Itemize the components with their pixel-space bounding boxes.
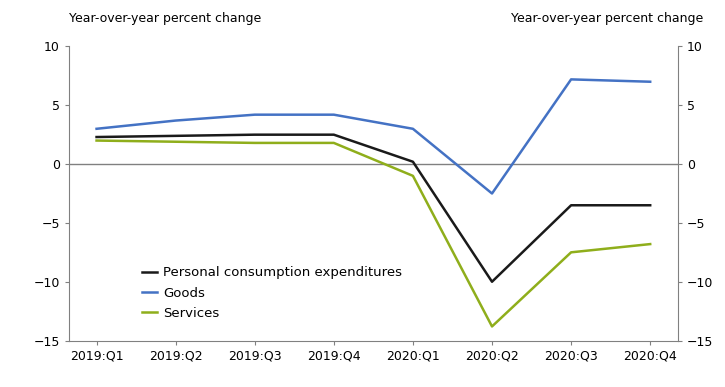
Personal consumption expenditures: [329, 132, 338, 137]
Services: [250, 140, 259, 145]
Text: Year-over-year percent change: Year-over-year percent change: [511, 12, 703, 25]
Services: [329, 140, 338, 145]
Personal consumption expenditures: [250, 132, 259, 137]
Personal consumption expenditures: [646, 203, 655, 207]
Goods: [646, 79, 655, 84]
Text: Year-over-year percent change: Year-over-year percent change: [69, 12, 261, 25]
Line: Goods: Goods: [96, 79, 650, 194]
Goods: [409, 127, 418, 131]
Services: [409, 173, 418, 178]
Services: [171, 139, 180, 144]
Goods: [250, 112, 259, 117]
Services: [488, 324, 497, 329]
Personal consumption expenditures: [409, 159, 418, 164]
Line: Personal consumption expenditures: Personal consumption expenditures: [96, 135, 650, 282]
Goods: [567, 77, 576, 82]
Services: [567, 250, 576, 255]
Personal consumption expenditures: [92, 135, 101, 139]
Personal consumption expenditures: [567, 203, 576, 207]
Personal consumption expenditures: [171, 134, 180, 138]
Line: Services: Services: [96, 140, 650, 327]
Personal consumption expenditures: [488, 279, 497, 284]
Goods: [171, 118, 180, 123]
Legend: Personal consumption expenditures, Goods, Services: Personal consumption expenditures, Goods…: [136, 261, 407, 325]
Services: [92, 138, 101, 143]
Goods: [488, 191, 497, 196]
Goods: [92, 127, 101, 131]
Services: [646, 242, 655, 247]
Goods: [329, 112, 338, 117]
